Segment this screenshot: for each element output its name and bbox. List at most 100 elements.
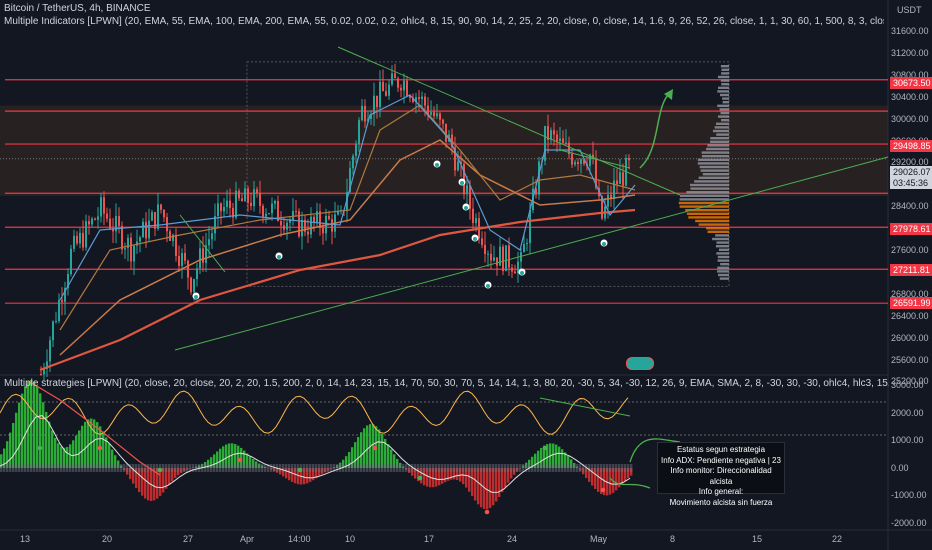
volume-profile-bar	[710, 141, 729, 143]
volume-profile-bar	[680, 198, 729, 200]
candle-body	[328, 216, 330, 219]
osc-baseline-bar	[492, 464, 494, 472]
volume-profile-bar	[723, 101, 729, 103]
osc-baseline-bar	[111, 464, 113, 472]
volume-profile-bar	[706, 227, 729, 229]
candle-body	[103, 197, 105, 213]
osc-histogram-bar	[495, 468, 497, 502]
candle-body	[577, 162, 579, 164]
osc-baseline-bar	[222, 464, 224, 472]
candle-body	[388, 85, 390, 96]
candle-body	[502, 247, 504, 271]
osc-baseline-bar	[114, 464, 116, 472]
osc-baseline-bar	[60, 464, 62, 472]
osc-histogram-bar	[6, 441, 8, 468]
oscillator-axis-label: -2000.00	[891, 518, 927, 528]
osc-baseline-bar	[36, 464, 38, 472]
indicator-legend[interactable]: Multiple Indicators [LPWN] (20, EMA, 55,…	[4, 16, 884, 27]
candle-body	[211, 233, 213, 239]
osc-baseline-bar	[150, 464, 152, 472]
candle-body	[442, 120, 444, 124]
volume-profile-bar	[698, 162, 729, 164]
candle-body	[403, 81, 405, 91]
volume-profile-bar	[702, 155, 729, 157]
osc-baseline-bar	[57, 464, 59, 472]
candle-body	[457, 161, 459, 170]
osc-baseline-bar	[489, 464, 491, 472]
candle-body	[202, 248, 204, 262]
osc-baseline-bar	[474, 464, 476, 472]
osc-baseline-bar	[231, 464, 233, 472]
volume-profile-bar	[703, 173, 729, 175]
osc-baseline-bar	[213, 464, 215, 472]
candle-body	[406, 81, 408, 96]
candle-body	[514, 272, 516, 274]
oscillator-axis-label: 0.00	[891, 463, 909, 473]
osc-baseline-bar	[258, 464, 260, 472]
osc-histogram-bar	[36, 386, 38, 468]
candle-body	[508, 245, 510, 267]
volume-profile-bar	[721, 79, 729, 81]
symbol-title[interactable]: Bitcoin / TetherUS, 4h, BINANCE	[4, 3, 151, 14]
osc-baseline-bar	[309, 464, 311, 472]
osc-baseline-bar	[522, 464, 524, 472]
candle-body	[73, 236, 75, 249]
price-axis-label: 26000.00	[891, 333, 929, 343]
events-bubble-icon[interactable]	[626, 357, 654, 370]
osc-baseline-bar	[177, 464, 179, 472]
osc-baseline-bar	[288, 464, 290, 472]
volume-profile-bar	[680, 195, 729, 197]
osc-baseline-bar	[282, 464, 284, 472]
candle-body	[352, 156, 354, 168]
osc-histogram-bar	[363, 428, 365, 468]
time-axis-label: 15	[752, 534, 762, 544]
candle-body	[286, 223, 288, 230]
osc-baseline-bar	[168, 464, 170, 472]
time-axis-label: 10	[345, 534, 355, 544]
candle-body	[91, 219, 93, 225]
osc-baseline-bar	[573, 464, 575, 472]
osc-baseline-bar	[78, 464, 80, 472]
volume-profile-bar	[715, 234, 729, 236]
candle-body	[106, 214, 108, 219]
candle-body	[481, 238, 483, 245]
strategy-legend[interactable]: Multiple strategies [LPWN] (20, close, 2…	[4, 378, 889, 389]
price-axis-label: 26400.00	[891, 311, 929, 321]
candle-body	[298, 211, 300, 236]
price-tag: 29498.85	[890, 140, 932, 152]
volume-profile-bar	[717, 105, 729, 107]
candle-body	[154, 212, 156, 229]
osc-baseline-bar	[462, 464, 464, 472]
osc-baseline-bar	[495, 464, 497, 472]
oscillator-axis-label: 3000.00	[891, 380, 924, 390]
osc-histogram-bar	[471, 468, 473, 496]
candle-body	[274, 201, 276, 204]
candle-body	[544, 126, 546, 161]
volume-profile-bar	[718, 115, 729, 117]
time-axis-label: 14:00	[288, 534, 311, 544]
candle-body	[283, 225, 285, 229]
osc-baseline-bar	[240, 464, 242, 472]
volume-profile-bar	[695, 220, 729, 222]
osc-baseline-bar	[108, 464, 110, 472]
osc-baseline-bar	[207, 464, 209, 472]
osc-baseline-bar	[42, 464, 44, 472]
osc-baseline-bar	[12, 464, 14, 472]
osc-baseline-bar	[627, 464, 629, 472]
volume-profile-bar	[717, 267, 729, 269]
osc-baseline-bar	[39, 464, 41, 472]
candle-body	[379, 82, 381, 107]
time-axis-label: 22	[832, 534, 842, 544]
osc-baseline-bar	[612, 464, 614, 472]
osc-baseline-bar	[624, 464, 626, 472]
candle-body	[193, 279, 195, 292]
osc-histogram-bar	[54, 438, 56, 468]
volume-profile-bar	[699, 177, 729, 179]
candle-body	[61, 300, 63, 302]
volume-profile-bar	[713, 130, 729, 132]
osc-baseline-bar	[66, 464, 68, 472]
candle-body	[220, 203, 222, 211]
osc-baseline-bar	[234, 464, 236, 472]
osc-histogram-bar	[378, 430, 380, 468]
